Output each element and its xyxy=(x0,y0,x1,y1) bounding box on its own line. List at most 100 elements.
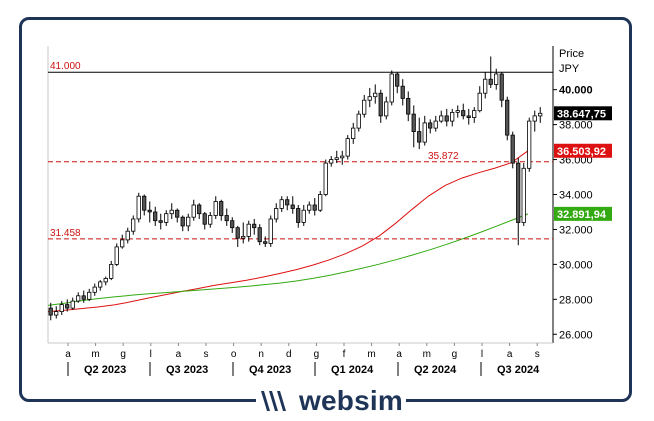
quarter-label: Q2 2024 xyxy=(414,364,457,376)
candle-body xyxy=(472,110,477,118)
candle-body xyxy=(395,73,400,87)
candle-body xyxy=(285,199,290,206)
candle-body xyxy=(169,209,174,215)
x-month-label: g xyxy=(452,349,458,360)
quarter-label: Q4 2023 xyxy=(249,364,291,376)
candle-body xyxy=(296,208,301,223)
candle-body xyxy=(318,194,323,211)
candle-body xyxy=(461,110,466,117)
x-month-label: a xyxy=(396,349,402,360)
x-month-label: g xyxy=(314,349,320,360)
x-month-label: d xyxy=(286,349,292,360)
ma-green-price-tag-bg xyxy=(554,206,612,221)
currency-label: JPY xyxy=(559,63,580,75)
candle-body xyxy=(494,73,499,85)
candle-body xyxy=(92,286,97,293)
candle-body xyxy=(384,101,389,117)
candle-body xyxy=(362,99,367,115)
candle-body xyxy=(186,216,191,227)
last-price-tag-bg xyxy=(554,106,612,121)
x-month-label: l xyxy=(150,349,152,360)
candle-body xyxy=(120,239,125,248)
x-month-label: s xyxy=(535,349,540,360)
candle-body xyxy=(389,73,394,103)
candle-body xyxy=(70,300,75,309)
y-tick-label: 38.000 xyxy=(559,120,593,132)
websim-logo-wordmark: websim xyxy=(299,385,403,416)
x-month-label: o xyxy=(231,349,237,360)
candle-body xyxy=(378,92,383,117)
candle-body xyxy=(136,195,141,220)
level-label-31.458: 31.458 xyxy=(50,228,81,239)
candle-body xyxy=(499,73,504,101)
candle-body xyxy=(505,99,510,136)
x-month-label: s xyxy=(204,349,209,360)
y-tick-label: 26.000 xyxy=(559,329,593,341)
x-month-label: m xyxy=(367,349,375,360)
candle-body xyxy=(263,241,268,244)
y-axis-unit-label: Price xyxy=(559,48,584,60)
candle-body xyxy=(290,204,295,209)
candle-body xyxy=(307,204,312,211)
y-tick-label: 28.000 xyxy=(559,294,593,306)
candle-body xyxy=(59,304,64,313)
candle-body xyxy=(246,223,251,237)
candle-body xyxy=(510,134,515,164)
y-tick-label: 34.000 xyxy=(559,190,593,202)
candle-body xyxy=(274,208,279,220)
candle-body xyxy=(257,227,262,243)
y-tick-label: 30.000 xyxy=(559,259,593,271)
candle-body xyxy=(142,195,147,211)
candle-body xyxy=(235,227,240,239)
candle-body xyxy=(439,115,444,122)
candle-body xyxy=(125,230,130,241)
x-month-label: a xyxy=(507,349,513,360)
candle-body xyxy=(164,213,169,223)
candle-body xyxy=(175,209,180,218)
y-tick-label: 32.000 xyxy=(559,224,593,236)
candle-body xyxy=(323,162,328,195)
candle-body xyxy=(400,85,405,99)
candle-body xyxy=(450,112,455,122)
quarter-label: Q1 2024 xyxy=(331,364,374,376)
candle-body xyxy=(301,209,306,223)
candle-body xyxy=(428,122,433,129)
candle-body xyxy=(65,304,70,309)
level-label-41.000: 41.000 xyxy=(50,61,81,72)
ma-red-price-tag: 36.503,92 xyxy=(557,146,606,158)
x-month-label: n xyxy=(258,349,264,360)
candle-body xyxy=(180,216,185,227)
candle-body xyxy=(527,120,532,169)
candle-body xyxy=(433,120,438,129)
x-month-label: l xyxy=(481,349,483,360)
x-month-label: f xyxy=(343,349,346,360)
ma-green-price-tag: 32.891,94 xyxy=(557,209,607,221)
candle-body xyxy=(477,92,482,112)
candle-body xyxy=(224,215,229,222)
candle-body xyxy=(230,220,235,229)
websim-logo: websim xyxy=(256,382,406,420)
candle-body xyxy=(103,277,108,283)
candle-body xyxy=(109,263,114,279)
moving-average-line-red xyxy=(47,150,529,313)
candle-body xyxy=(252,223,257,229)
candle-body xyxy=(356,113,361,129)
candle-body xyxy=(444,115,449,122)
candle-body xyxy=(351,127,356,140)
candle-body xyxy=(76,295,81,302)
candle-body xyxy=(197,204,202,215)
quarter-label: Q2 2023 xyxy=(84,364,126,376)
y-tick-label: 40.000 xyxy=(559,85,593,97)
x-month-label: m xyxy=(423,349,431,360)
level-label-35.872: 35.872 xyxy=(428,151,459,162)
candle-body xyxy=(202,213,207,225)
candle-body xyxy=(279,199,284,209)
candle-body xyxy=(147,209,152,213)
candle-body xyxy=(208,215,213,225)
candle-body xyxy=(334,157,339,160)
x-month-label: m xyxy=(91,349,99,360)
candle-body xyxy=(345,138,350,157)
candle-body xyxy=(48,307,53,316)
candle-body xyxy=(488,78,493,85)
moving-average-line-green xyxy=(47,213,529,306)
